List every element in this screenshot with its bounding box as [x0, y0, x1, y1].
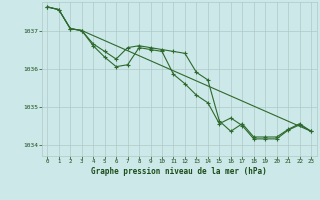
X-axis label: Graphe pression niveau de la mer (hPa): Graphe pression niveau de la mer (hPa): [91, 167, 267, 176]
